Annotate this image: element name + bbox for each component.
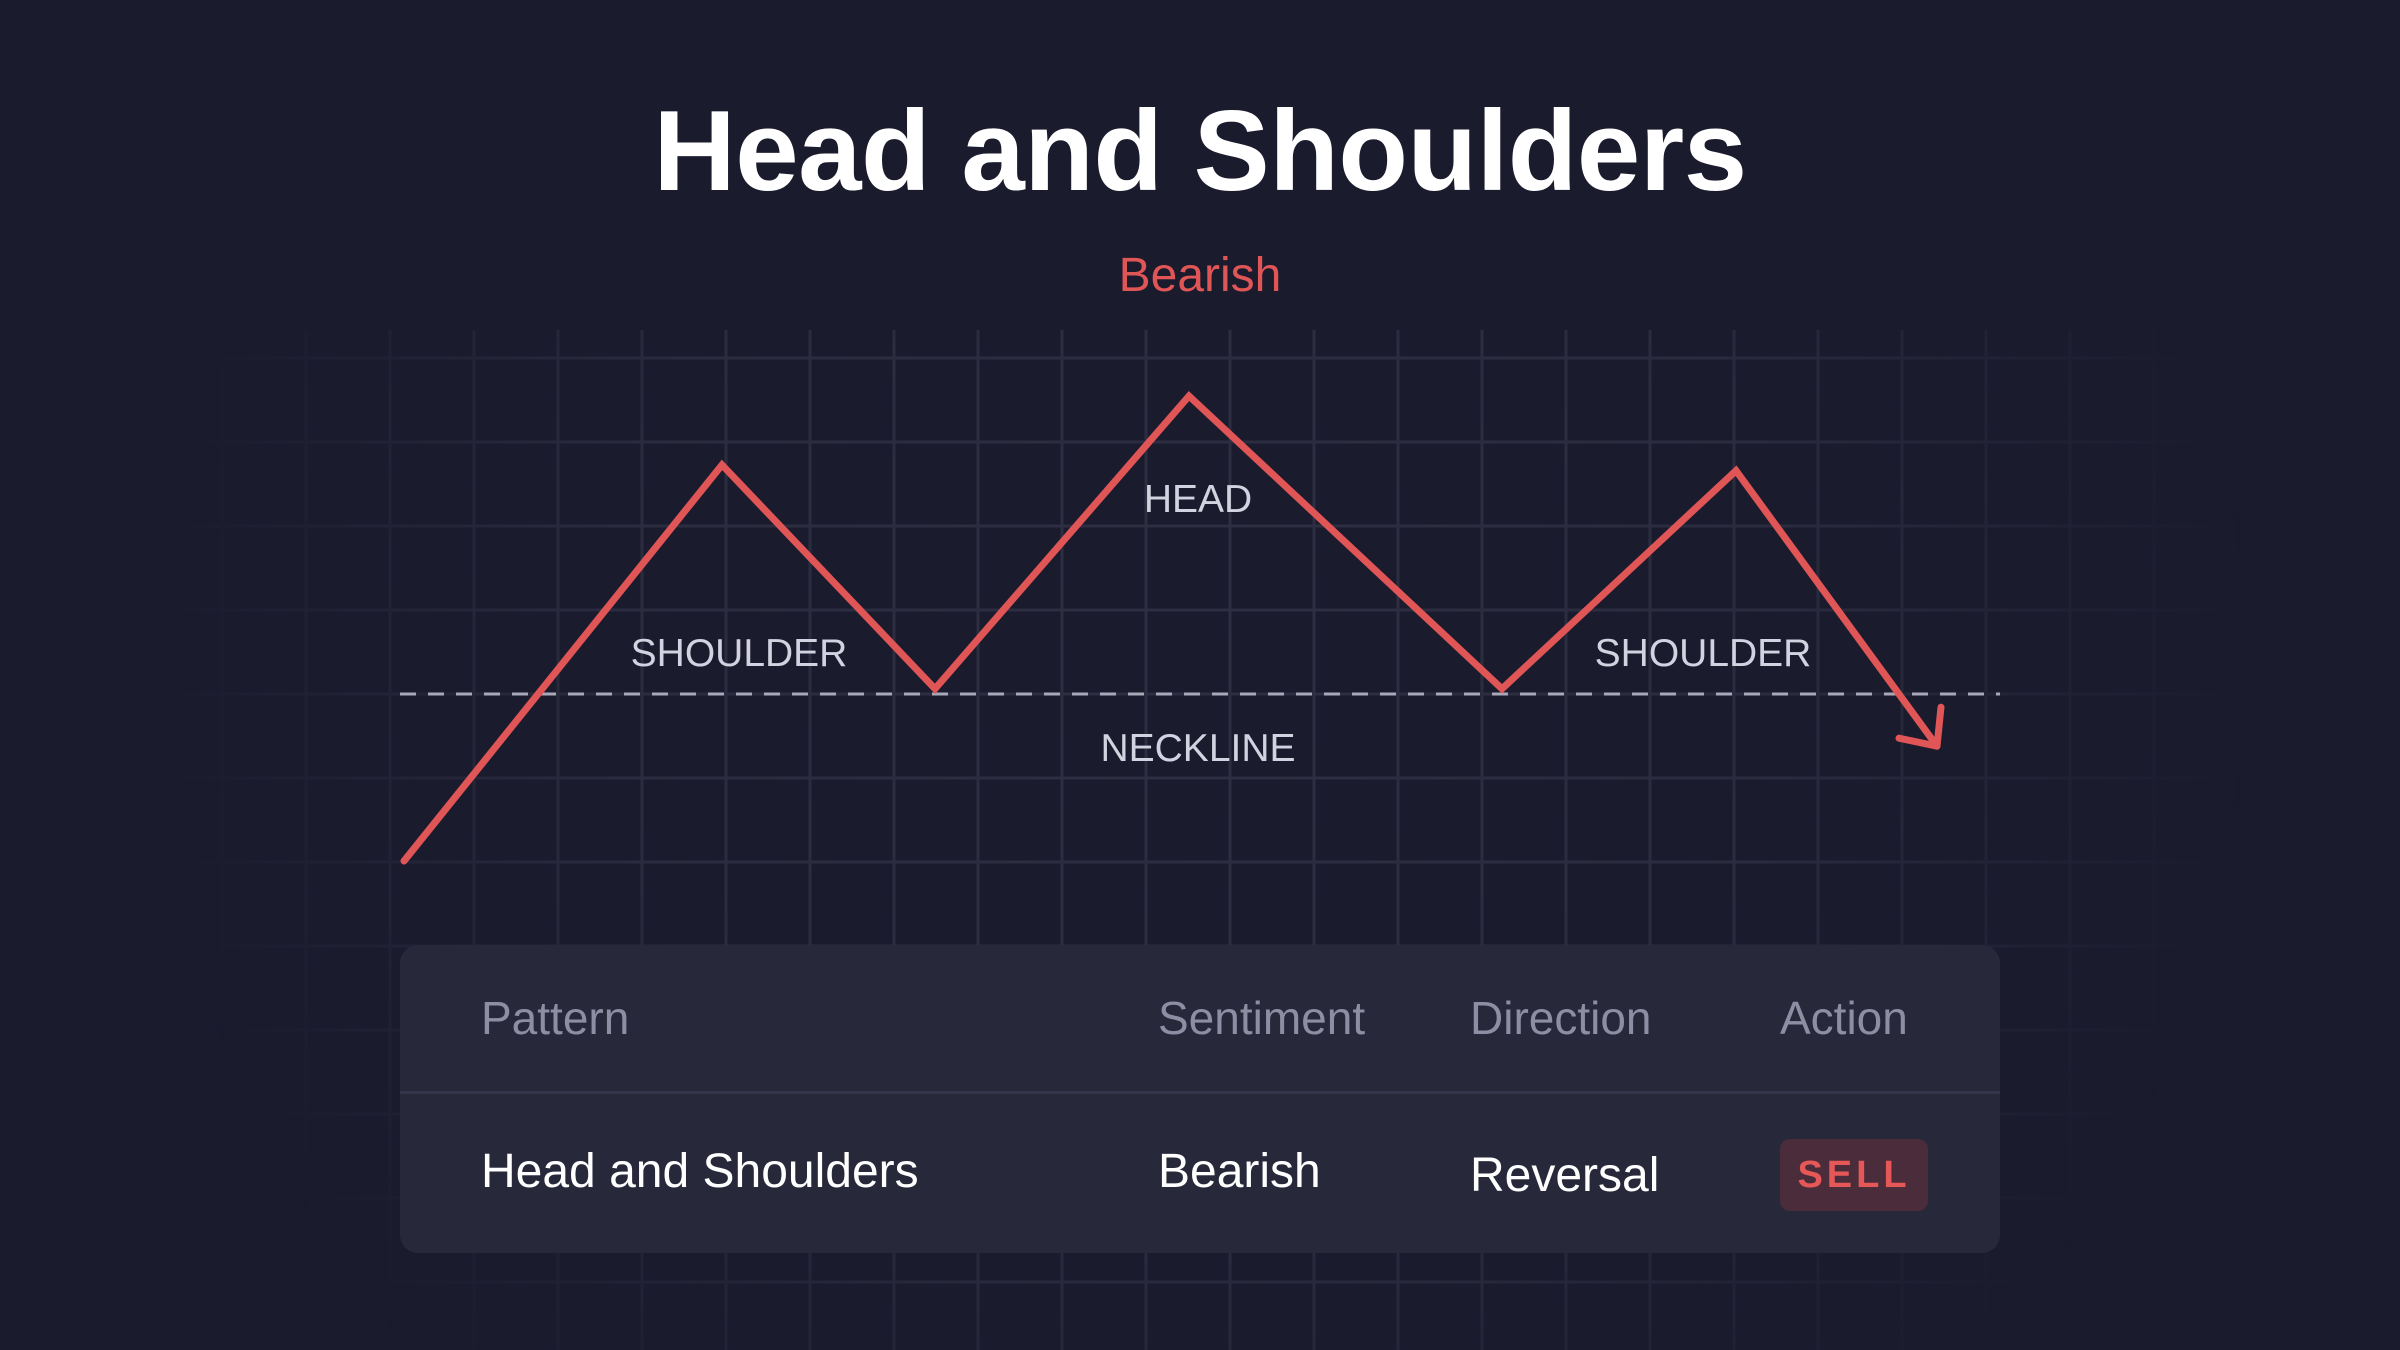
page-title: Head and Shoulders — [653, 88, 1747, 215]
cell-sentiment: Bearish — [1158, 1145, 1321, 1198]
sentiment-subtitle: Bearish — [1118, 249, 1282, 302]
header-pattern: Pattern — [481, 992, 630, 1044]
down-arrow-icon — [1895, 703, 1945, 750]
head-label: HEAD — [1144, 478, 1252, 521]
pattern-table: Pattern Sentiment Direction Action Head … — [400, 945, 2000, 1253]
price-line — [400, 390, 1941, 865]
neckline-label: NECKLINE — [1100, 727, 1295, 770]
right-shoulder-label: SHOULDER — [1595, 632, 1812, 675]
header-direction: Direction — [1470, 992, 1652, 1044]
cell-pattern: Head and Shoulders — [481, 1145, 919, 1198]
header-action: Action — [1780, 992, 1908, 1044]
cell-direction: Reversal — [1470, 1149, 1660, 1202]
table-header-row: Pattern Sentiment Direction Action — [400, 945, 2000, 1094]
sell-badge: SELL — [1780, 1139, 1928, 1211]
left-shoulder-label: SHOULDER — [631, 632, 848, 675]
header-sentiment: Sentiment — [1158, 992, 1366, 1044]
